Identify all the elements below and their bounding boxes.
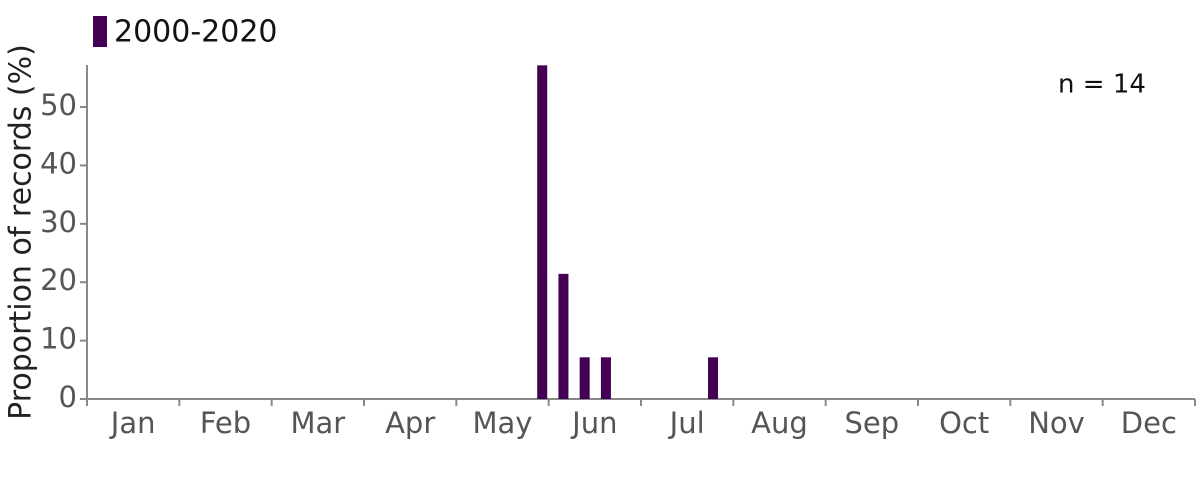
y-tick-label: 20 xyxy=(40,263,77,297)
y-tick-label: 10 xyxy=(40,322,77,356)
x-tick-label: Oct xyxy=(939,406,989,440)
annotation: n = 14 xyxy=(1058,70,1146,100)
x-tick-label: Mar xyxy=(290,406,345,440)
x-tick-label: Apr xyxy=(385,406,435,440)
bar xyxy=(579,357,590,399)
y-tick-label: 40 xyxy=(40,146,77,180)
x-tick-label: Dec xyxy=(1121,406,1177,440)
x-tick-label: Jul xyxy=(668,406,705,440)
y-axis-label: Proportion of records (%) xyxy=(4,44,39,420)
bar xyxy=(537,65,548,400)
y-tick-label: 0 xyxy=(59,380,77,414)
bar xyxy=(600,357,611,399)
x-tick-label: Jan xyxy=(109,406,156,440)
x-tick-label: Aug xyxy=(751,406,808,440)
legend-label: 2000-2020 xyxy=(114,15,278,50)
bar xyxy=(708,357,719,399)
y-tick-label: 50 xyxy=(40,88,77,122)
legend-swatch xyxy=(93,16,107,47)
x-tick-label: Jun xyxy=(570,406,617,440)
bar xyxy=(558,273,569,399)
x-tick-label: May xyxy=(473,406,533,440)
y-tick-label: 30 xyxy=(40,205,77,239)
x-tick-label: Nov xyxy=(1028,406,1085,440)
x-tick-label: Feb xyxy=(200,406,251,440)
x-tick-label: Sep xyxy=(844,406,899,440)
